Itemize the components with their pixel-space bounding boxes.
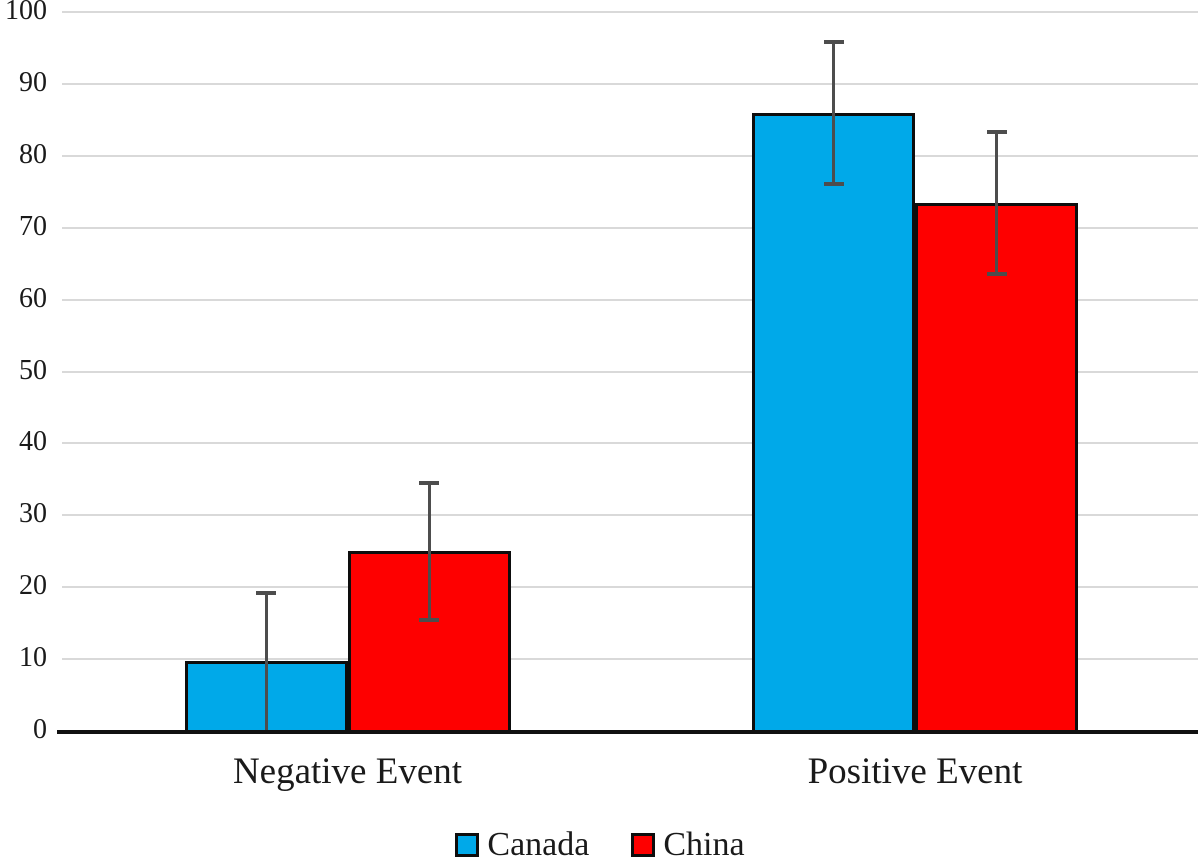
error-cap-top-canada-0 [256,590,276,595]
bar-china-1 [915,202,1078,733]
error-bar-china-1 [995,130,998,275]
error-bar-canada-0 [264,591,268,731]
gridline-100 [62,11,1198,13]
y-tick-label-100: 100 [5,0,47,26]
x-axis-line [57,730,1198,734]
legend-label-china: China [663,826,745,863]
legend: Canada China [0,828,1200,862]
legend-swatch-canada [455,833,480,857]
y-tick-label-40: 40 [19,426,47,458]
gridline-30 [62,514,1198,517]
gridline-90 [62,82,1198,85]
y-tick-label-90: 90 [19,66,47,98]
legend-item-china: China [631,826,745,863]
y-tick-label-0: 0 [33,714,47,745]
gridline-50 [62,370,1198,373]
gridline-80 [62,154,1198,157]
gridline-60 [62,298,1198,301]
error-cap-bottom-china-0 [419,618,439,623]
gridline-20 [62,586,1198,589]
y-tick-label-10: 10 [19,642,47,674]
gridline-40 [62,442,1198,445]
y-tick-label-80: 80 [19,138,47,170]
error-cap-bottom-canada-1 [823,181,844,186]
y-tick-label-20: 20 [19,570,47,602]
legend-swatch-china [631,833,656,857]
legend-label-canada: Canada [487,826,590,863]
y-tick-label-30: 30 [19,498,47,530]
category-label-0: Negative Event [232,751,463,792]
error-bar-canada-1 [832,41,835,184]
error-cap-top-canada-1 [823,40,844,45]
error-cap-top-china-0 [419,481,439,486]
bar-canada-1 [752,112,915,733]
y-tick-label-60: 60 [19,282,47,314]
error-cap-top-china-1 [986,129,1007,134]
category-label-1: Positive Event [807,751,1023,792]
y-tick-label-50: 50 [19,354,47,386]
gridline-70 [62,226,1198,229]
error-bar-china-0 [427,482,431,621]
error-cap-bottom-china-1 [986,272,1007,277]
legend-item-canada: Canada [455,828,589,862]
gridline-10 [62,658,1198,661]
y-tick-label-70: 70 [19,210,47,242]
